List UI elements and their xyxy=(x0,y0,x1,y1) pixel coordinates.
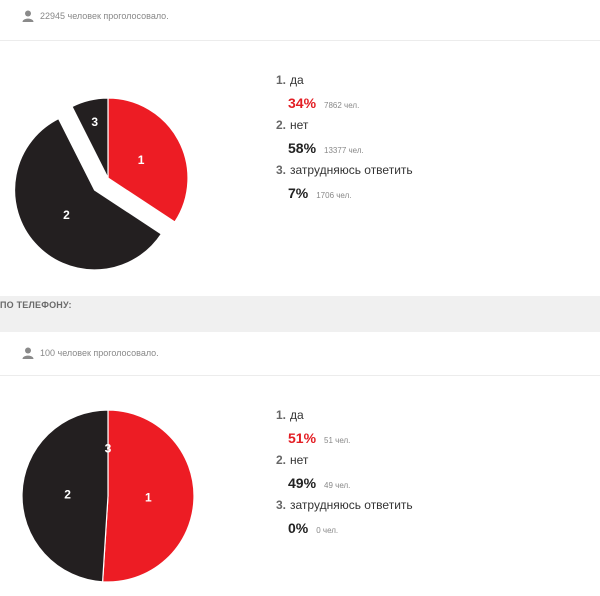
option-no: 2. нет 58% 13377 чел. xyxy=(276,118,576,163)
option-label: затрудняюсь ответить xyxy=(290,163,413,177)
divider xyxy=(0,375,600,376)
option-percent: 0% xyxy=(288,520,309,536)
option-number: 1. xyxy=(276,73,287,87)
divider xyxy=(0,40,600,41)
option-label: нет xyxy=(290,118,309,132)
pie-slice-no xyxy=(21,409,109,583)
option-label: да xyxy=(290,73,304,87)
user-icon xyxy=(22,10,34,22)
option-count: 7862 чел. xyxy=(324,101,360,110)
pie-slice-label: 2 xyxy=(63,208,70,222)
votes-text: 22945 человек проголосовало. xyxy=(40,11,169,21)
option-number: 1. xyxy=(276,408,287,422)
pie-slice-yes xyxy=(107,97,189,223)
pie-slice-label: 1 xyxy=(138,153,145,167)
option-percent: 51% xyxy=(288,430,317,446)
option-percent: 58% xyxy=(288,140,317,156)
pie-chart-poll2: 1 2 3 xyxy=(21,409,195,583)
votes-text: 100 человек проголосовало. xyxy=(40,348,159,358)
option-number: 2. xyxy=(276,453,287,467)
option-label: затрудняюсь ответить xyxy=(290,498,413,512)
option-number: 3. xyxy=(276,498,287,512)
option-undecided: 3. затрудняюсь ответить 0% 0 чел. xyxy=(276,498,576,543)
phone-section-band: ПО ТЕЛЕФОНУ: xyxy=(0,296,600,332)
option-count: 49 чел. xyxy=(324,481,351,490)
user-icon xyxy=(22,347,34,359)
option-yes: 1. да 34% 7862 чел. xyxy=(276,73,576,118)
pie-slice-no xyxy=(13,117,163,271)
pie-slice-label: 3 xyxy=(91,115,98,129)
pie-slice-label: 2 xyxy=(64,488,71,502)
pie-slice-yes xyxy=(101,409,195,583)
results-poll2: 1. да 51% 51 чел. 2. нет 49% 49 чел. 3. затру… xyxy=(276,408,576,543)
option-yes: 1. да 51% 51 чел. xyxy=(276,408,576,453)
option-number: 3. xyxy=(276,163,287,177)
option-percent: 34% xyxy=(288,95,317,111)
votes-count-poll2: 100 человек проголосовало. xyxy=(22,347,159,359)
option-label: да xyxy=(290,408,304,422)
results-poll1: 1. да 34% 7862 чел. 2. нет 58% 13377 чел. 3.… xyxy=(276,73,576,208)
section-title: ПО ТЕЛЕФОНУ: xyxy=(0,300,72,310)
option-percent: 49% xyxy=(288,475,317,491)
option-no: 2. нет 49% 49 чел. xyxy=(276,453,576,498)
pie-slice-label: 3 xyxy=(105,442,112,456)
option-count: 51 чел. xyxy=(324,436,351,445)
option-percent: 7% xyxy=(288,185,309,201)
pie-slice-label: 1 xyxy=(145,490,152,504)
pie-slice-undecided xyxy=(71,97,109,179)
votes-count-poll1: 22945 человек проголосовало. xyxy=(22,10,169,22)
option-label: нет xyxy=(290,453,309,467)
pie-chart-poll1: 1 2 3 xyxy=(13,97,189,271)
option-number: 2. xyxy=(276,118,287,132)
option-count: 0 чел. xyxy=(316,526,339,535)
option-count: 13377 чел. xyxy=(324,146,364,155)
option-undecided: 3. затрудняюсь ответить 7% 1706 чел. xyxy=(276,163,576,208)
option-count: 1706 чел. xyxy=(316,191,352,200)
